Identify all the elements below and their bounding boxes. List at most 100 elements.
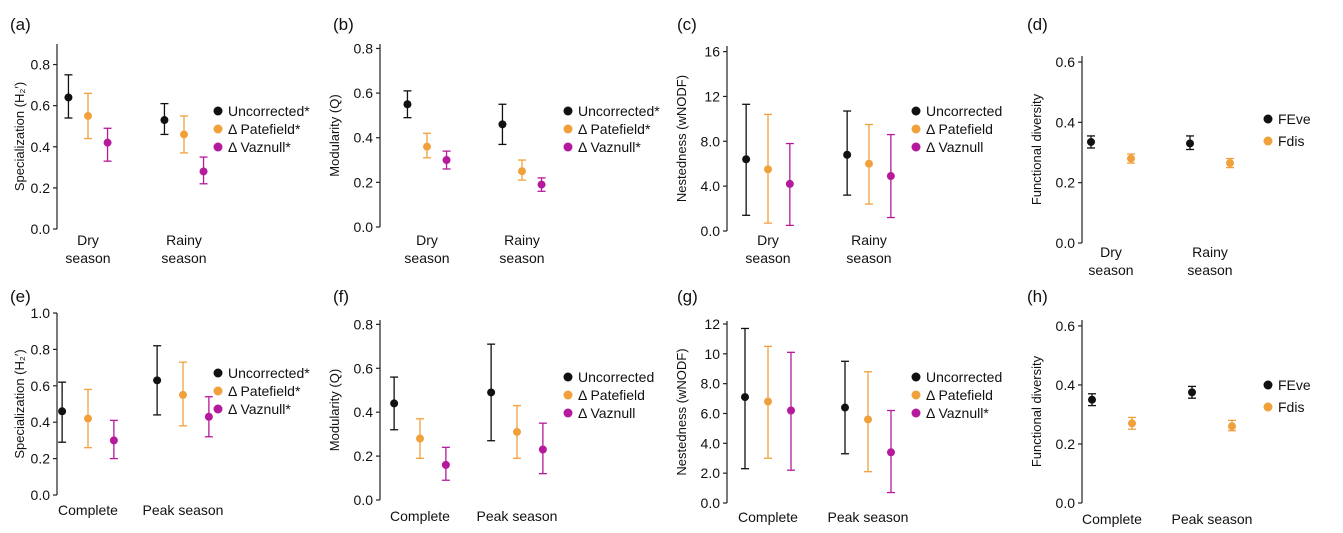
legend-marker [213,124,223,134]
y-axis-label: Specialization (H₂′) [12,349,27,458]
legend-marker [563,142,573,152]
y-tick-label: 0.0 [1056,235,1076,251]
legend-marker [563,124,573,134]
legend-label: Uncorrected* [228,365,310,381]
panel-label: (e) [10,287,31,306]
data-point [843,150,852,159]
data-point [103,138,112,147]
data-point [764,397,772,406]
legend-marker [563,390,573,400]
legend-label: Δ Patefield* [228,121,301,137]
data-point [1226,159,1234,168]
data-point [204,412,213,421]
chart-panel: (c) 0.0 4.0 8.0 12 16 Nestedness (wNODF) Dry sea… [674,15,1002,266]
chart-panel: (h) 0.0 0.2 0.4 0.6 Functional diversity Compl… [1027,287,1311,527]
y-tick-label: 0.4 [31,139,51,155]
legend-label: Δ Patefield [578,387,645,403]
y-tick-label: 0.4 [1056,114,1076,130]
data-point [84,414,92,423]
data-point [741,393,749,402]
category-label: season [846,250,891,266]
y-tick-label: 0.4 [354,130,374,146]
y-tick-label: 0.8 [31,57,51,73]
data-point [887,448,895,457]
legend-marker [1263,114,1273,124]
y-tick-label: 0.6 [31,378,51,394]
legend-label: Δ Patefield [926,387,993,403]
data-point [390,399,399,408]
data-point [416,434,424,443]
data-point [1127,154,1135,163]
legend-marker [911,390,921,400]
y-tick-label: 8.0 [701,133,721,149]
y-tick-label: 0.6 [1056,318,1076,334]
legend-label: Δ Patefield* [228,383,301,399]
chart-panel: (d) 0.0 0.2 0.4 0.6 Functional diversity Dry se… [1027,15,1311,278]
y-tick-label: 10 [704,346,720,362]
legend-label: FEve [1278,377,1311,393]
legend-label: FEve [1278,111,1311,127]
category-label: Dry [1100,244,1122,260]
data-point [1228,422,1236,431]
chart-panel: (a) 0.0 0.2 0.4 0.6 0.8 Specialization (H₂′) Dr… [10,15,310,266]
data-point [864,415,872,424]
data-point [785,179,794,188]
data-point [498,120,507,129]
y-tick-label: 0.2 [31,180,51,196]
legend-marker [911,372,921,382]
category-label: season [404,250,449,266]
data-point [1188,388,1196,397]
data-point [58,407,67,416]
y-tick-label: 1.0 [31,305,51,321]
panel-label: (f) [333,287,349,306]
y-tick-label: 0.2 [1056,436,1076,452]
panel-label: (a) [10,15,31,34]
data-point [841,403,849,412]
panel-label: (c) [677,15,697,34]
chart-panel: (g) 0.0 2.0 4.0 6.0 8.0 10 12 Nestedness (wNODF)… [674,287,1002,525]
y-tick-label: 12 [704,316,720,332]
data-point [403,100,412,109]
y-tick-label: 0.0 [354,492,374,508]
y-tick-label: 0.8 [354,316,374,332]
data-point [764,165,772,174]
data-point [865,159,873,168]
y-tick-label: 0.6 [31,98,51,114]
y-axis-label: Specialization (H₂′) [12,82,27,191]
category-label: Rainy [851,232,887,248]
legend-marker [911,408,921,418]
data-point [538,445,547,454]
category-label: Dry [757,232,779,248]
y-tick-label: 0.2 [354,174,374,190]
legend-marker [563,372,573,382]
y-tick-label: 0.2 [1056,175,1076,191]
category-label: season [745,250,790,266]
y-tick-label: 2.0 [701,465,721,481]
data-point [518,167,526,176]
data-point [1186,139,1194,148]
panel-label: (h) [1027,287,1048,306]
category-label: season [1088,262,1133,278]
category-label: Complete [390,508,450,524]
data-point [742,155,751,164]
data-point [64,93,73,102]
category-label: Peak season [828,509,909,525]
data-point [423,142,431,151]
legend-marker [911,124,921,134]
legend-marker [563,106,573,116]
panel-label: (b) [333,15,354,34]
y-tick-label: 0.6 [354,85,374,101]
data-point [441,460,450,469]
y-tick-label: 4.0 [701,435,721,451]
data-point [487,388,496,397]
y-tick-label: 6.0 [701,405,721,421]
category-label: season [499,250,544,266]
legend-marker [563,408,573,418]
y-tick-label: 12 [704,88,720,104]
y-axis-label: Functional diversity [1029,93,1044,205]
category-label: season [1187,262,1232,278]
category-label: season [65,250,110,266]
legend-label: Δ Vaznull [926,139,983,155]
y-axis-label: Modularity (Q) [327,94,342,176]
